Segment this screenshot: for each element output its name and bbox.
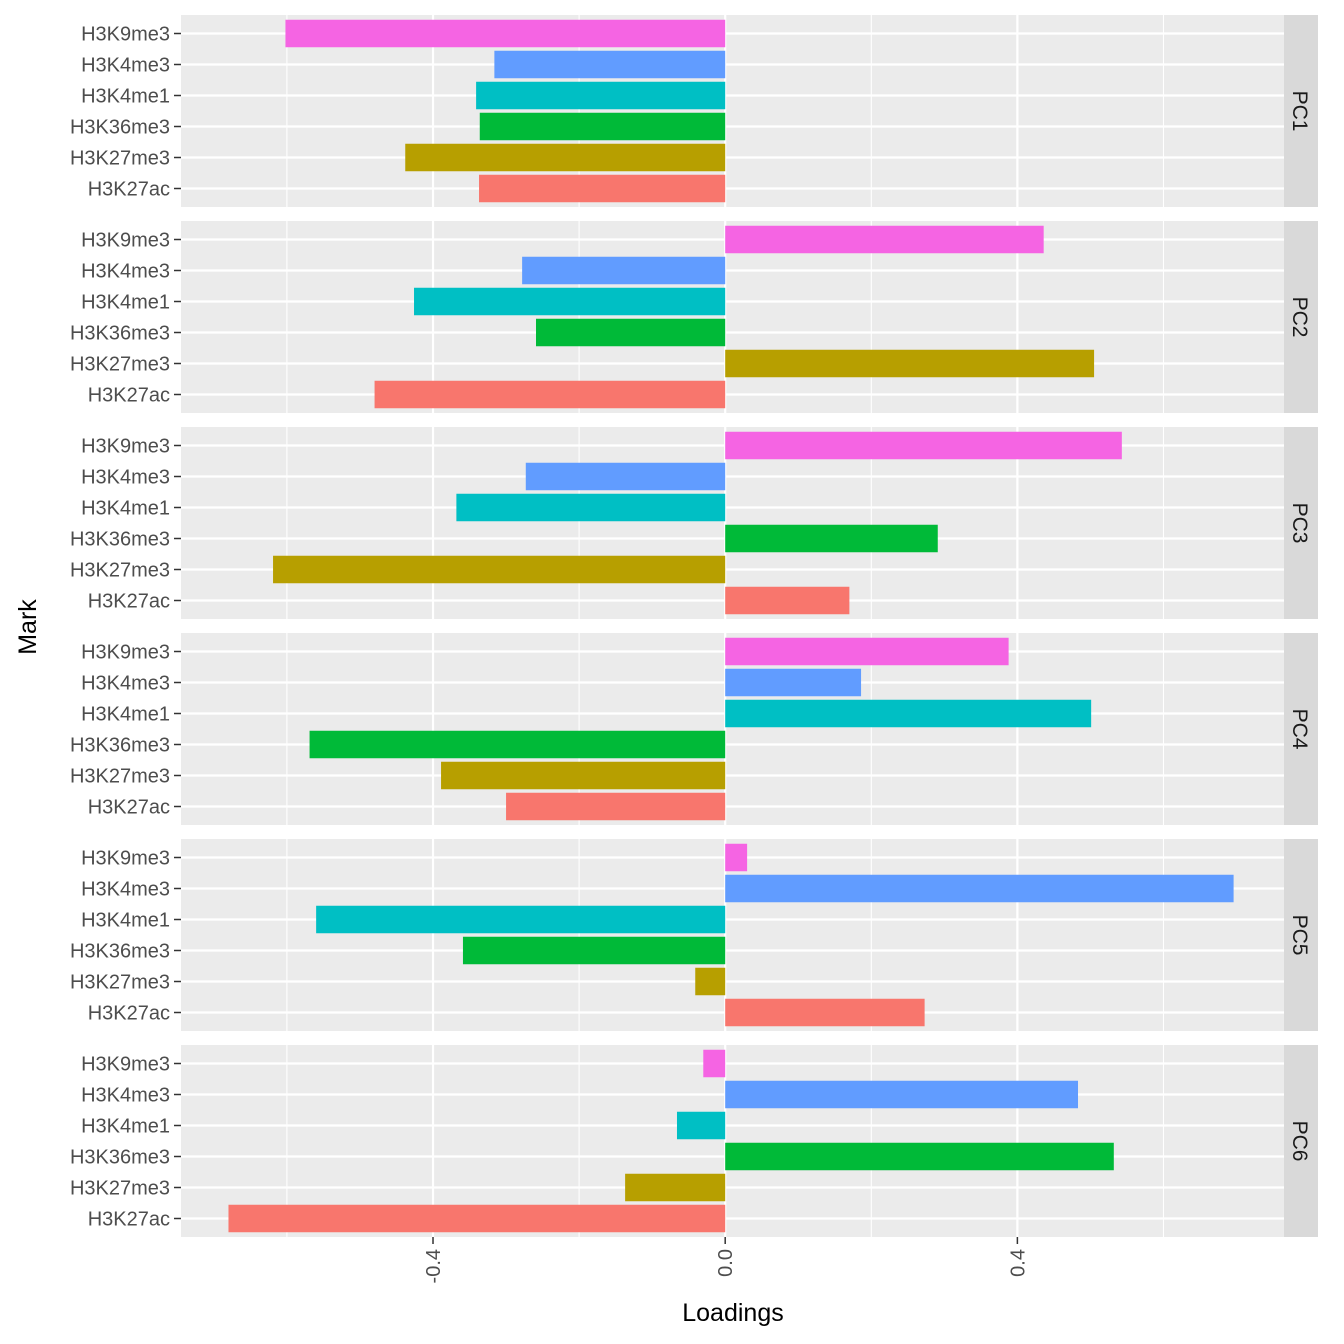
x-axis-title: Loadings xyxy=(682,1299,783,1327)
y-tick-label: H3K27ac xyxy=(88,1209,170,1231)
y-tick-label: H3K27ac xyxy=(88,1003,170,1025)
bar-pc5-h3k27me3 xyxy=(695,967,726,996)
y-tick-label: H3K27me3 xyxy=(70,354,170,376)
x-tick-label: 0.0 xyxy=(715,1249,737,1277)
bar-pc3-h3k27ac xyxy=(725,586,850,615)
y-tick-label: H3K36me3 xyxy=(70,1147,170,1169)
facet-strip-label: PC4 xyxy=(1288,709,1311,750)
bar-pc6-h3k27ac xyxy=(228,1204,726,1233)
y-tick-label: H3K27me3 xyxy=(70,560,170,582)
bar-pc1-h3k4me3 xyxy=(494,50,726,79)
bar-pc4-h3k4me3 xyxy=(725,668,862,697)
x-tick-label: -0.4 xyxy=(423,1249,445,1283)
y-tick-label: H3K36me3 xyxy=(70,323,170,345)
y-tick-label: H3K4me1 xyxy=(81,1116,170,1138)
y-tick-label: H3K4me3 xyxy=(81,879,170,901)
bar-pc1-h3k27me3 xyxy=(405,143,726,172)
bar-pc6-h3k4me3 xyxy=(725,1080,1079,1109)
y-tick-label: H3K4me3 xyxy=(81,261,170,283)
y-tick-label: H3K9me3 xyxy=(81,24,170,46)
bar-pc4-h3k27ac xyxy=(506,792,726,821)
facet-strip xyxy=(1284,221,1318,413)
bar-pc4-h3k9me3 xyxy=(725,637,1009,666)
y-tick-label: H3K4me1 xyxy=(81,292,170,314)
facet-panel-pc4: H3K9me3 H3K4me3 H3K4me1 H3K36me3 H3K27me3 H3K… xyxy=(70,633,1318,825)
bar-pc2-h3k27ac xyxy=(374,380,726,409)
facet-strip-label: PC1 xyxy=(1288,91,1311,132)
bar-pc1-h3k36me3 xyxy=(479,112,726,141)
y-tick-label: H3K36me3 xyxy=(70,529,170,551)
y-tick-label: H3K4me1 xyxy=(81,910,170,932)
y-tick-label: H3K36me3 xyxy=(70,941,170,963)
facet-strip xyxy=(1284,15,1318,207)
bar-pc6-h3k27me3 xyxy=(625,1173,726,1202)
bar-pc5-h3k36me3 xyxy=(462,936,726,965)
bar-pc6-h3k36me3 xyxy=(725,1142,1114,1171)
bar-pc3-h3k4me1 xyxy=(456,493,726,522)
bar-pc5-h3k4me3 xyxy=(725,874,1234,903)
bar-pc2-h3k9me3 xyxy=(725,225,1044,254)
bar-pc3-h3k27me3 xyxy=(273,555,726,584)
facet-strip-label: PC6 xyxy=(1288,1121,1311,1162)
facet-strip-label: PC2 xyxy=(1288,297,1311,338)
bar-pc2-h3k4me3 xyxy=(522,256,726,285)
facet-panel-pc3: H3K9me3 H3K4me3 H3K4me1 H3K36me3 H3K27me3 H3K… xyxy=(70,427,1318,619)
facet-strip xyxy=(1284,427,1318,619)
facet-panels: H3K9me3 H3K4me3 H3K4me1 H3K36me3 H3K27me3 H3K… xyxy=(70,15,1318,1237)
y-tick-label: H3K4me1 xyxy=(81,498,170,520)
bar-pc3-h3k9me3 xyxy=(725,431,1122,460)
y-tick-label: H3K36me3 xyxy=(70,117,170,139)
y-tick-label: H3K9me3 xyxy=(81,642,170,664)
facet-strip xyxy=(1284,633,1318,825)
bar-pc1-h3k27ac xyxy=(479,174,726,203)
facet-panel-pc2: H3K9me3 H3K4me3 H3K4me1 H3K36me3 H3K27me3 H3K… xyxy=(70,221,1318,413)
bar-pc3-h3k4me3 xyxy=(525,462,726,491)
y-tick-label: H3K4me3 xyxy=(81,467,170,489)
y-tick-label: H3K27ac xyxy=(88,385,170,407)
bar-pc1-h3k9me3 xyxy=(285,19,726,48)
y-tick-label: H3K9me3 xyxy=(81,436,170,458)
facet-strip xyxy=(1284,839,1318,1031)
bar-pc6-h3k4me1 xyxy=(676,1111,726,1140)
bar-pc2-h3k27me3 xyxy=(725,349,1095,378)
facet-panel-pc5: H3K9me3 H3K4me3 H3K4me1 H3K36me3 H3K27me3 H3K… xyxy=(70,839,1318,1031)
y-tick-label: H3K4me1 xyxy=(81,704,170,726)
bar-pc3-h3k36me3 xyxy=(725,524,938,553)
y-tick-label: H3K27me3 xyxy=(70,766,170,788)
y-tick-label: H3K9me3 xyxy=(81,1054,170,1076)
bar-pc4-h3k36me3 xyxy=(309,730,726,759)
y-tick-label: H3K27me3 xyxy=(70,148,170,170)
y-tick-label: H3K27ac xyxy=(88,591,170,613)
x-axis: -0.4 0.0 0.4 xyxy=(423,1237,1029,1283)
y-tick-label: H3K36me3 xyxy=(70,735,170,757)
y-tick-label: H3K4me1 xyxy=(81,86,170,108)
y-tick-label: H3K27me3 xyxy=(70,972,170,994)
y-tick-label: H3K27me3 xyxy=(70,1178,170,1200)
facet-panel-pc6: H3K9me3 H3K4me3 H3K4me1 H3K36me3 H3K27me3 H3K… xyxy=(70,1045,1318,1237)
bar-pc1-h3k4me1 xyxy=(476,81,726,110)
y-tick-label: H3K4me3 xyxy=(81,1085,170,1107)
y-tick-label: H3K9me3 xyxy=(81,230,170,252)
bar-pc4-h3k27me3 xyxy=(441,761,726,790)
bar-pc2-h3k36me3 xyxy=(536,318,726,347)
bar-pc6-h3k9me3 xyxy=(703,1049,726,1078)
bar-pc5-h3k4me1 xyxy=(316,905,726,934)
y-tick-label: H3K27ac xyxy=(88,179,170,201)
facet-strip-label: PC3 xyxy=(1288,503,1311,544)
facet-strip-label: PC5 xyxy=(1288,915,1311,956)
bar-pc2-h3k4me1 xyxy=(414,287,726,316)
y-tick-label: H3K4me3 xyxy=(81,55,170,77)
bar-pc4-h3k4me1 xyxy=(725,699,1092,728)
y-tick-label: H3K4me3 xyxy=(81,673,170,695)
bar-pc5-h3k27ac xyxy=(725,998,925,1027)
y-axis-title: Mark xyxy=(14,599,42,655)
y-tick-label: H3K27ac xyxy=(88,797,170,819)
bar-pc5-h3k9me3 xyxy=(725,843,748,872)
y-tick-label: H3K9me3 xyxy=(81,848,170,870)
facet-strip xyxy=(1284,1045,1318,1237)
x-tick-label: 0.4 xyxy=(1007,1249,1029,1277)
facet-panel-pc1: H3K9me3 H3K4me3 H3K4me1 H3K36me3 H3K27me3 H3K… xyxy=(70,15,1318,207)
